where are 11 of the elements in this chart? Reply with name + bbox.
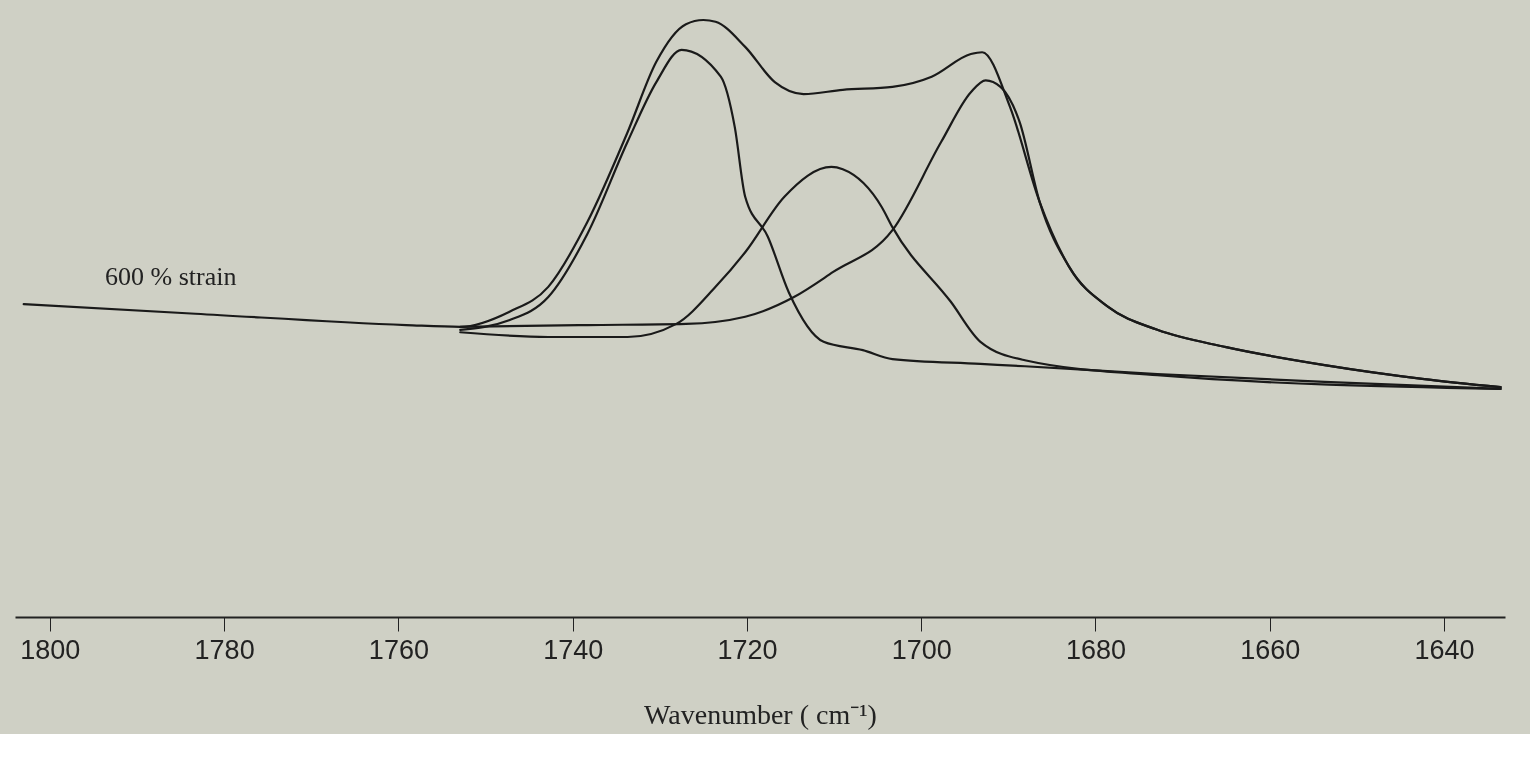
x-axis-title: Wavenumber ( cm⁻¹): [644, 698, 877, 730]
x-tick-label: 1640: [1414, 634, 1475, 665]
x-tick-label: 1780: [194, 634, 255, 665]
x-tick-label: 1680: [1065, 634, 1127, 665]
x-tick-label: 1720: [717, 634, 778, 665]
x-tick-label: 1800: [20, 634, 81, 665]
x-tick-label: 1660: [1240, 634, 1301, 665]
annotation: 600 % strain: [105, 262, 237, 291]
x-tick-label: 1700: [891, 634, 952, 665]
x-tick-label: 1740: [543, 634, 604, 665]
x-tick-label: 1760: [368, 634, 429, 665]
